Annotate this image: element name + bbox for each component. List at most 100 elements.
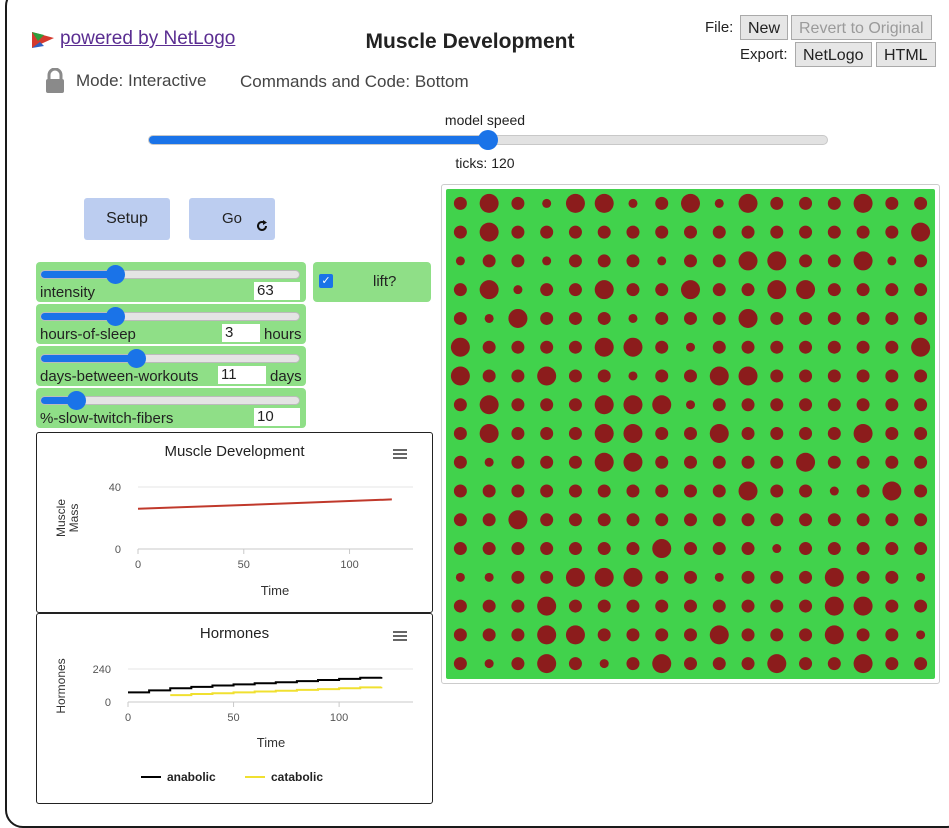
export-netlogo-button[interactable]: NetLogo	[795, 42, 872, 67]
go-button[interactable]: Go	[189, 198, 275, 240]
muscle-fiber	[853, 596, 873, 616]
muscle-fiber	[594, 337, 614, 357]
muscle-fiber	[626, 254, 640, 268]
netlogo-logo-link[interactable]: powered by NetLogo	[30, 28, 235, 50]
muscle-fiber	[827, 657, 841, 671]
muscle-fiber	[914, 311, 928, 325]
muscle-fiber	[568, 484, 582, 498]
muscle-fiber	[914, 657, 928, 671]
muscle-fiber	[599, 659, 609, 669]
revert-button[interactable]: Revert to Original	[791, 15, 932, 40]
slider-slow-twitch-fibers[interactable]: %-slow-twitch-fibers 10	[36, 388, 306, 428]
slider-thumb[interactable]	[106, 307, 126, 326]
lock-icon	[46, 68, 64, 93]
muscle-fiber	[887, 256, 897, 266]
plot-menu-icon[interactable]	[393, 629, 407, 643]
muscle-fiber	[914, 484, 928, 498]
muscle-fiber	[686, 400, 695, 410]
slider-value[interactable]: 63	[254, 282, 300, 300]
slider-fill	[41, 397, 78, 404]
slider-days-between-workouts[interactable]: days-between-workouts 11 days	[36, 346, 306, 386]
muscle-fiber	[712, 513, 726, 527]
slider-name: intensity	[40, 284, 96, 301]
muscle-fiber	[511, 542, 525, 556]
muscle-fiber	[623, 395, 643, 415]
muscle-fiber	[484, 313, 494, 323]
slider-value[interactable]: 10	[254, 408, 300, 426]
muscle-fiber	[568, 455, 582, 469]
export-label: Export:	[740, 46, 788, 63]
muscle-fiber	[770, 340, 784, 354]
muscle-fiber	[799, 196, 813, 210]
muscle-fiber	[568, 513, 582, 527]
muscle-fiber	[568, 254, 582, 268]
legend-item-catabolic[interactable]: catabolic	[245, 770, 323, 784]
lift-switch[interactable]: ✓ lift?	[313, 262, 431, 302]
muscle-fiber	[824, 625, 844, 645]
muscle-fiber	[565, 567, 585, 587]
slider-name: hours-of-sleep	[40, 326, 136, 343]
slider-hours-of-sleep[interactable]: hours-of-sleep 3 hours	[36, 304, 306, 344]
plot-menu-icon[interactable]	[393, 447, 407, 461]
slider-value[interactable]: 3	[222, 324, 260, 342]
muscle-fiber	[799, 369, 813, 383]
muscle-fiber	[655, 628, 669, 642]
slider-track[interactable]	[40, 354, 300, 363]
muscle-fiber	[712, 311, 726, 325]
muscle-development-plot: Muscle Development Muscle Mass Time 40 0 0…	[36, 432, 433, 613]
muscle-fiber	[655, 455, 669, 469]
muscle-fiber	[827, 455, 841, 469]
slider-intensity[interactable]: intensity 63	[36, 262, 306, 302]
netlogo-logo-icon	[32, 32, 54, 48]
slider-thumb[interactable]	[106, 265, 126, 284]
slider-thumb[interactable]	[127, 349, 147, 368]
commands-code-toggle[interactable]: Commands and Code: Bottom	[240, 72, 469, 91]
muscle-fiber	[655, 225, 669, 239]
model-speed-thumb[interactable]	[478, 130, 498, 150]
slider-thumb[interactable]	[67, 391, 87, 410]
powered-by-text[interactable]: powered by NetLogo	[60, 28, 236, 49]
muscle-fiber	[479, 424, 499, 443]
muscle-fiber	[511, 340, 525, 354]
muscle-fiber	[597, 225, 611, 239]
slider-track[interactable]	[40, 270, 300, 279]
muscle-fiber	[767, 251, 787, 271]
legend-item-anabolic[interactable]: anabolic	[141, 770, 216, 784]
muscle-fiber	[484, 659, 494, 669]
muscle-fiber	[453, 311, 467, 325]
new-button[interactable]: New	[740, 15, 789, 40]
muscle-fiber	[738, 193, 758, 213]
muscle-fiber	[684, 427, 697, 440]
muscle-fiber	[540, 311, 554, 325]
x-tick-label: 50	[238, 559, 250, 571]
muscle-fiber	[681, 193, 700, 213]
ticks-counter: ticks: 120	[455, 155, 515, 171]
mode-toggle[interactable]: Mode: Interactive	[44, 68, 206, 94]
slider-track[interactable]	[40, 312, 300, 321]
muscle-fiber	[626, 542, 640, 556]
muscle-fiber	[511, 254, 525, 268]
muscle-fiber	[511, 599, 525, 613]
muscle-fiber	[652, 539, 672, 559]
muscle-fiber	[594, 280, 614, 300]
muscle-fiber	[796, 280, 816, 300]
muscle-fiber	[540, 570, 554, 584]
lift-checkbox[interactable]: ✓	[319, 274, 333, 288]
muscle-fiber	[540, 542, 554, 556]
muscle-fiber	[482, 513, 496, 527]
export-html-button[interactable]: HTML	[876, 42, 936, 67]
muscle-fiber	[623, 452, 643, 472]
slider-track[interactable]	[40, 396, 300, 405]
muscle-fiber	[827, 254, 841, 268]
muscle-fiber	[712, 599, 726, 613]
muscle-fiber	[628, 198, 638, 208]
muscle-fiber	[628, 371, 638, 381]
muscle-fiber	[827, 311, 841, 325]
world-canvas[interactable]	[446, 189, 935, 679]
setup-button[interactable]: Setup	[84, 198, 170, 240]
muscle-fiber	[655, 570, 669, 584]
world-view[interactable]	[441, 184, 940, 684]
muscle-fiber	[568, 657, 582, 671]
slider-value[interactable]: 11	[218, 366, 266, 384]
muscle-fiber	[799, 225, 813, 239]
